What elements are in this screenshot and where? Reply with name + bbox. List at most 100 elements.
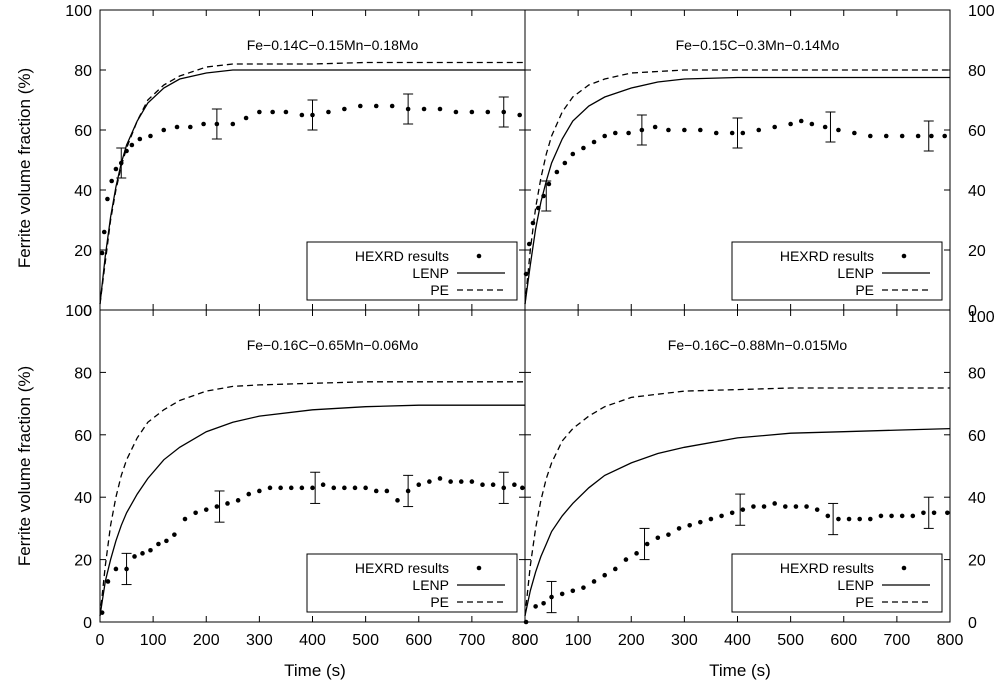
legend-label: LENP [837, 265, 874, 281]
data-point [644, 541, 650, 547]
data-point [793, 504, 799, 509]
data-point [113, 166, 119, 172]
data-point [626, 130, 631, 136]
data-point [535, 205, 541, 211]
data-point [517, 112, 522, 118]
legend-label: HEXRD results [355, 560, 449, 576]
data-point [453, 109, 459, 115]
data-point [761, 504, 767, 509]
y-tick-label: 100 [968, 309, 995, 326]
x-tick-label: 0 [521, 632, 530, 649]
x-tick-label: 100 [565, 632, 592, 649]
y-tick-label: 40 [74, 490, 92, 507]
data-point [437, 476, 443, 481]
data-point [113, 566, 119, 572]
data-point [570, 588, 576, 594]
y-tick-label: 100 [968, 3, 995, 20]
legend-label: HEXRD results [355, 248, 449, 264]
data-point [682, 127, 687, 133]
data-point [427, 479, 432, 484]
data-point [591, 139, 597, 145]
x-tick-label: 300 [246, 632, 273, 649]
data-point [719, 513, 724, 519]
data-point [581, 145, 586, 151]
data-point [676, 526, 682, 531]
data-point [101, 229, 107, 235]
data-point [469, 109, 475, 115]
data-point [161, 127, 167, 133]
series-line-pe [99, 381, 525, 616]
data-point [698, 127, 703, 133]
data-point [448, 479, 453, 484]
data-point [836, 127, 841, 133]
panel-2: 0 20 40 60 80 100 Fe−0.15C−0.3Mn−0.14Mo HEXRD r… [523, 3, 995, 320]
y-tick-label: 100 [65, 3, 92, 20]
data-point [326, 109, 331, 115]
legend-marker-points [476, 565, 482, 571]
legend-label: HEXRD results [780, 560, 874, 576]
data-point [546, 181, 552, 187]
x-tick-label: 700 [884, 632, 911, 649]
y-axis-title-top: Ferrite volume fraction (%) [15, 68, 34, 268]
data-point [352, 485, 358, 491]
data-point [570, 151, 576, 157]
data-point [174, 124, 180, 130]
data-point [421, 106, 427, 112]
data-point [201, 121, 206, 127]
data-point [883, 133, 889, 139]
legend-marker-points [901, 565, 907, 571]
data-point [458, 479, 464, 484]
data-point [243, 115, 249, 121]
data-point [156, 541, 161, 547]
data-point [283, 109, 289, 115]
series-line-pe [524, 69, 950, 305]
data-point [541, 600, 546, 606]
x-tick-label: 500 [352, 632, 379, 649]
data-point [533, 604, 538, 609]
data-point [581, 585, 586, 590]
data-point [193, 510, 198, 516]
panel-1: 0 20 40 60 80 100 Fe−0.14C−0.15Mn−0.18Mo HEXRD … [65, 3, 526, 320]
legend-marker-points [901, 253, 907, 259]
data-point [729, 510, 735, 516]
y-tick-label: 60 [74, 428, 92, 445]
data-point [267, 485, 273, 491]
data-point [288, 485, 294, 491]
x-tick-label: 300 [671, 632, 698, 649]
data-point [798, 118, 804, 124]
data-point [613, 566, 618, 572]
data-point [878, 513, 884, 519]
data-point [310, 485, 315, 491]
data-point [602, 133, 607, 139]
data-point [485, 109, 491, 115]
legend-label: HEXRD results [780, 248, 874, 264]
x-tick-label: 600 [405, 632, 432, 649]
y-tick-label: 20 [968, 243, 986, 260]
data-point [846, 516, 852, 522]
data-point [857, 516, 862, 522]
legend-label: LENP [412, 265, 449, 281]
x-tick-label: 400 [299, 632, 326, 649]
data-point [270, 109, 275, 115]
y-tick-label: 40 [74, 183, 92, 200]
data-point [331, 485, 337, 491]
panel-title: Fe−0.16C−0.65Mn−0.06Mo [247, 337, 419, 353]
y-tick-label: 80 [74, 365, 92, 382]
data-point [140, 551, 145, 556]
data-point [729, 130, 735, 136]
data-point [562, 160, 568, 166]
x-tick-label: 800 [512, 632, 539, 649]
y-tick-label: 20 [74, 553, 92, 570]
data-point [756, 127, 762, 133]
data-point [164, 538, 169, 544]
data-point [687, 522, 692, 528]
y-tick-label: 20 [968, 553, 986, 570]
data-point [214, 504, 220, 509]
x-tick-label: 400 [724, 632, 751, 649]
data-point [634, 551, 639, 556]
data-point [278, 485, 283, 491]
data-point [437, 106, 443, 112]
